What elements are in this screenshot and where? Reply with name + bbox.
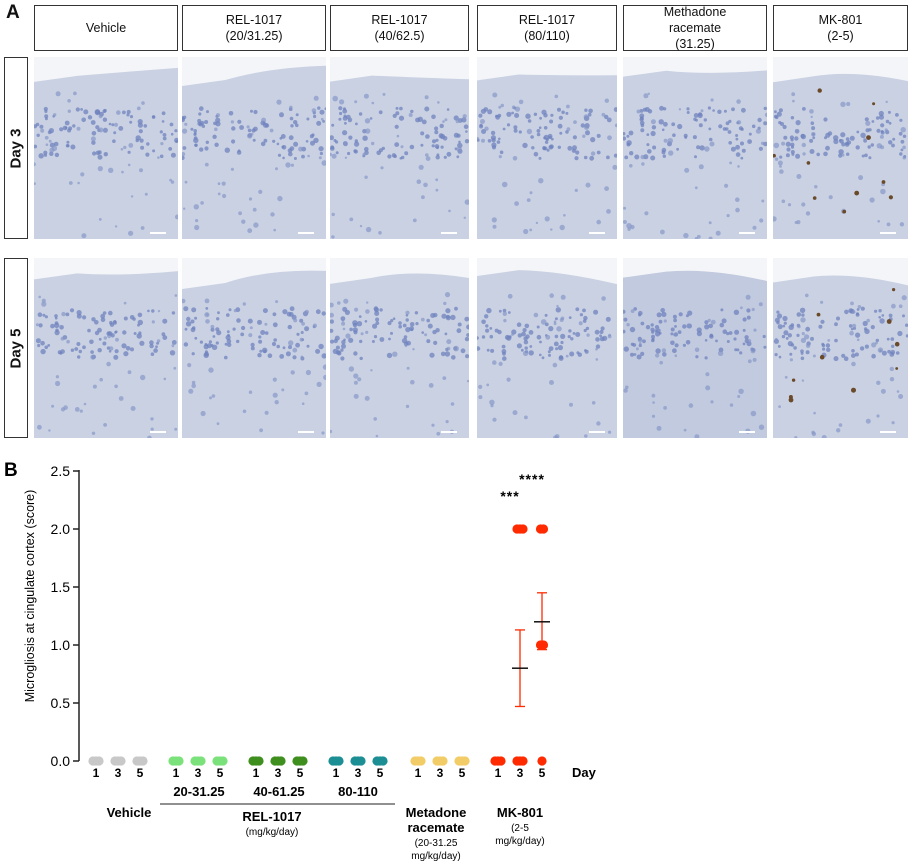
label-mk801-3: mg/kg/day)	[495, 836, 544, 847]
x-tick-label: 1	[415, 766, 422, 780]
histology-tile	[477, 258, 617, 438]
y-tick-label: 2.5	[51, 463, 71, 479]
label-vehicle: Vehicle	[107, 805, 152, 820]
microgliosis-chart: B Microgliosis at cingulate cortex (scor…	[4, 460, 597, 862]
data-point	[254, 756, 264, 766]
label-rel-dose1: 20-31.25	[173, 784, 224, 799]
data-point	[378, 756, 388, 766]
data-point	[538, 524, 549, 534]
histology-tile	[330, 57, 469, 239]
histology-tile	[773, 258, 908, 438]
label-rel-dose2: 40-61.25	[253, 784, 304, 799]
data-point	[138, 756, 148, 766]
histology-tile	[773, 57, 908, 239]
y-axis-label: Microgliosis at cingulate cortex (score)	[23, 490, 37, 703]
y-tick-label: 1.0	[51, 637, 71, 653]
data-point	[94, 756, 104, 766]
data-point	[460, 756, 470, 766]
x-tick-label: 1	[93, 766, 100, 780]
x-tick-label: 3	[275, 766, 282, 780]
x-tick-label: 1	[253, 766, 260, 780]
data-point	[496, 756, 506, 766]
data-point	[334, 756, 344, 766]
x-tick-label: 3	[115, 766, 122, 780]
histology-tile	[182, 57, 326, 239]
y-tick-label: 2.0	[51, 521, 71, 537]
x-tick-label: 1	[495, 766, 502, 780]
y-tick-label: 0.0	[51, 753, 71, 769]
data-point	[276, 756, 286, 766]
label-metadone-1: Metadone	[406, 805, 467, 820]
data-point	[518, 524, 528, 534]
label-rel-dose3: 80-110	[338, 784, 378, 799]
label-metadone-2: racemate	[407, 820, 464, 835]
x-tick-label: 5	[217, 766, 224, 780]
data-point	[438, 756, 448, 766]
label-metadone-4: mg/kg/day)	[411, 851, 460, 862]
x-tick-label: 3	[437, 766, 444, 780]
data-point	[196, 756, 206, 766]
data-point	[298, 756, 308, 766]
histology-tile	[34, 57, 178, 239]
data-point	[538, 640, 549, 650]
column-header-vehicle: Vehicle	[34, 5, 178, 51]
data-point	[174, 756, 184, 766]
column-header-rel-20: REL-1017 (20/31.25)	[182, 5, 326, 51]
row-label-day5: Day 5	[4, 258, 28, 438]
x-tick-label: 3	[517, 766, 524, 780]
x-tick-label: 5	[297, 766, 304, 780]
row-label-day3: Day 3	[4, 57, 28, 239]
histology-tile	[330, 258, 469, 438]
label-mk801-2: (2-5	[511, 823, 529, 834]
label-rel-unit: (mg/kg/day)	[246, 827, 299, 838]
x-tick-label: 3	[195, 766, 202, 780]
x-tick-label: 5	[137, 766, 144, 780]
x-axis-day-label: Day	[572, 765, 597, 780]
column-header-rel-80: REL-1017 (80/110)	[477, 5, 617, 51]
histology-tile	[623, 57, 767, 239]
data-point	[218, 756, 228, 766]
column-header-rel-40: REL-1017 (40/62.5)	[330, 5, 469, 51]
data-point	[356, 756, 366, 766]
y-tick-label: 0.5	[51, 695, 71, 711]
significance-label: ****	[519, 471, 545, 487]
column-header-mk801: MK-801 (2-5)	[773, 5, 908, 51]
x-tick-label: 1	[173, 766, 180, 780]
data-point	[416, 756, 426, 766]
label-mk801-1: MK-801	[497, 805, 543, 820]
data-point	[518, 756, 528, 766]
histology-tile	[477, 57, 617, 239]
column-header-methadone: Methadone racemate (31.25)	[623, 5, 767, 51]
x-tick-label: 5	[377, 766, 384, 780]
label-rel-name: REL-1017	[242, 809, 301, 824]
x-tick-label: 3	[355, 766, 362, 780]
significance-label: ***	[500, 488, 519, 504]
histology-tile	[182, 258, 326, 438]
histology-tile	[34, 258, 178, 438]
histology-tile	[623, 258, 767, 438]
panel-a-label: A	[6, 2, 20, 23]
label-metadone-3: (20-31.25	[415, 838, 458, 849]
panel-b-label: B	[4, 460, 18, 481]
x-tick-label: 5	[459, 766, 466, 780]
x-tick-label: 1	[333, 766, 340, 780]
data-point	[537, 756, 547, 766]
data-point	[116, 756, 126, 766]
y-tick-label: 1.5	[51, 579, 71, 595]
x-tick-label: 5	[539, 766, 546, 780]
